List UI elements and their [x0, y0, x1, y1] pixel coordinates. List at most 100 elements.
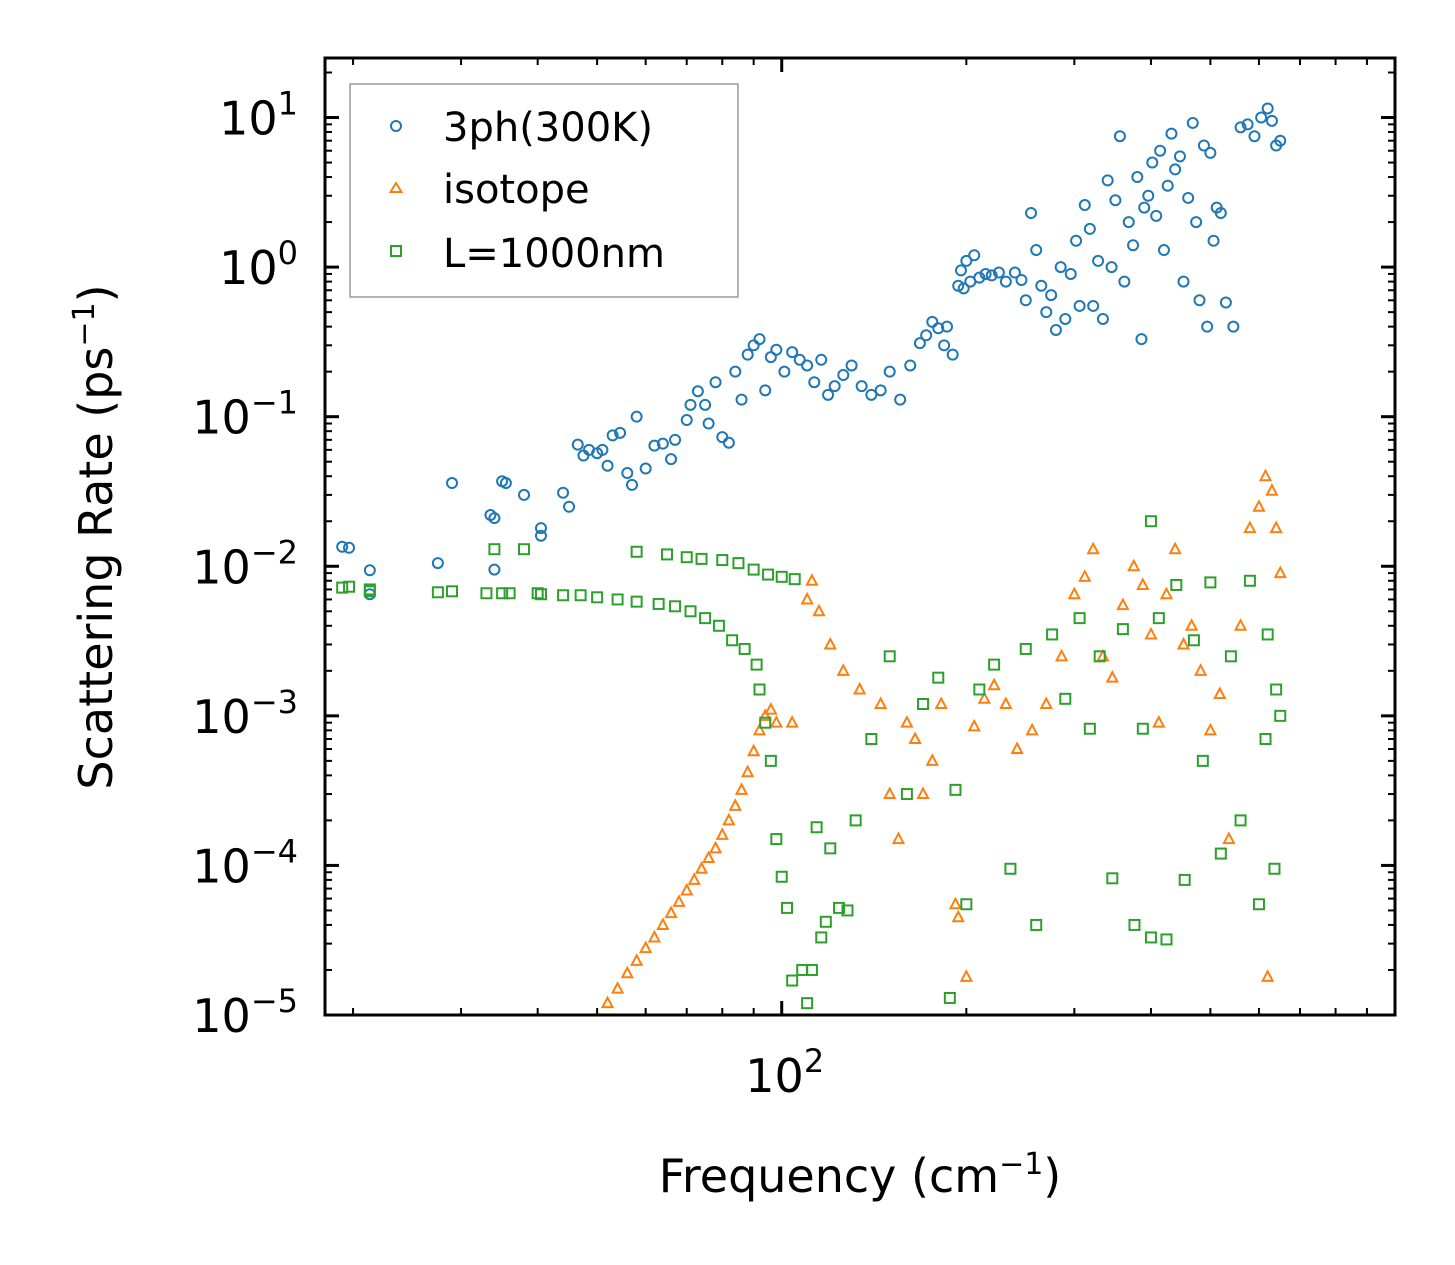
y-tick-label: 10−4 [192, 832, 298, 893]
legend-marker-3ph [390, 120, 402, 132]
y-tick-label: 10−3 [192, 683, 298, 744]
triangle-data-point [694, 861, 709, 874]
square-data-point [503, 587, 516, 600]
circle-data-point [1064, 267, 1077, 280]
triangle-data-point [999, 696, 1013, 709]
circle-data-point [446, 477, 459, 490]
axis-ticks [325, 58, 1395, 1017]
triangle-data-point [647, 929, 662, 943]
circle-data-point [1255, 111, 1268, 124]
circle-data-point [1207, 234, 1220, 247]
circle-data-point [1118, 275, 1131, 288]
y-tick-label: 10−2 [192, 533, 298, 594]
circle-data-point [1227, 320, 1240, 333]
circle-data-point [1035, 279, 1048, 292]
circle-data-point [684, 398, 697, 411]
circle-data-point [630, 410, 643, 423]
triangle-data-point [610, 981, 625, 994]
square-data-point [1268, 862, 1281, 875]
square-data-point [726, 634, 739, 647]
square-data-point [1259, 733, 1272, 746]
triangle-data-point [853, 681, 867, 695]
triangle-data-point [1203, 722, 1218, 736]
triangle-data-point [1127, 558, 1141, 572]
circle-data-point [431, 557, 444, 570]
circle-data-point [1078, 199, 1091, 212]
circle-data-point [904, 359, 917, 372]
triangle-data-point [741, 764, 755, 778]
square-data-point [488, 543, 501, 556]
square-data-point [1106, 872, 1119, 885]
square-data-point [960, 898, 973, 911]
square-data-point [762, 568, 775, 581]
series-2 [336, 515, 1287, 1010]
circle-data-point [1096, 312, 1109, 325]
circle-data-point [753, 333, 766, 346]
circle-data-point [1008, 266, 1021, 279]
triangle-data-point [687, 872, 701, 885]
circle-data-point [1161, 179, 1174, 192]
triangle-data-point [1105, 670, 1119, 683]
circle-data-point [1131, 171, 1144, 184]
square-data-point [446, 585, 459, 598]
square-data-point [518, 543, 531, 556]
circle-data-point [1101, 174, 1114, 187]
circle-data-point [336, 540, 349, 553]
triangle-data-point [874, 696, 888, 709]
circle-data-point [488, 563, 501, 576]
circle-data-point [499, 477, 512, 490]
circle-data-point [979, 267, 992, 280]
circle-data-point [1157, 244, 1170, 257]
triangle-data-point [1243, 520, 1257, 534]
legend-label-isotope: isotope [443, 167, 590, 213]
triangle-data-point [785, 715, 799, 728]
square-data-point [1178, 873, 1191, 886]
circle-data-point [960, 254, 973, 267]
circle-data-point [926, 315, 939, 328]
circle-data-point [665, 453, 678, 466]
triangle-data-point [1258, 468, 1273, 482]
circle-data-point [1122, 216, 1135, 229]
circle-data-point [808, 376, 821, 389]
circle-data-point [563, 500, 576, 513]
square-data-point [557, 589, 570, 602]
circle-data-point [729, 365, 742, 378]
circle-data-point [957, 282, 970, 295]
triangle-data-point [701, 850, 716, 864]
circle-data-point [999, 275, 1012, 288]
square-data-point [775, 570, 788, 583]
square-data-point [1243, 574, 1256, 587]
square-data-point [1116, 623, 1129, 636]
square-data-point [770, 833, 783, 846]
triangle-data-point [836, 663, 850, 676]
circle-data-point [883, 365, 896, 378]
triangle-data-point [987, 677, 1001, 691]
circle-data-point [1138, 201, 1151, 214]
square-data-point [1004, 862, 1017, 875]
series-1 [600, 468, 1287, 1009]
circle-data-point [1197, 139, 1210, 152]
circle-data-point [920, 329, 933, 342]
triangle-data-point [708, 840, 723, 854]
triangle-data-point [600, 995, 615, 1009]
square-data-point [943, 991, 956, 1004]
square-data-point [591, 591, 604, 604]
legend-marker-isotope [388, 181, 404, 193]
axes-frame [323, 56, 1397, 1017]
circle-data-point [786, 346, 799, 359]
square-data-point [988, 658, 1001, 671]
triangle-data-point [1168, 541, 1182, 555]
triangle-data-point [1152, 715, 1166, 728]
circle-data-point [828, 380, 841, 393]
circle-data-point [557, 486, 570, 499]
circle-data-point [1173, 150, 1186, 163]
circle-data-point [1177, 275, 1190, 288]
square-data-point [732, 557, 745, 570]
square-data-point [1073, 612, 1086, 625]
circle-data-point [985, 269, 998, 282]
circle-data-point [992, 266, 1005, 279]
triangle-data-point [1010, 741, 1024, 755]
triangle-data-point [1159, 586, 1174, 600]
legend-box [349, 83, 739, 298]
triangle-data-point [1136, 577, 1150, 590]
